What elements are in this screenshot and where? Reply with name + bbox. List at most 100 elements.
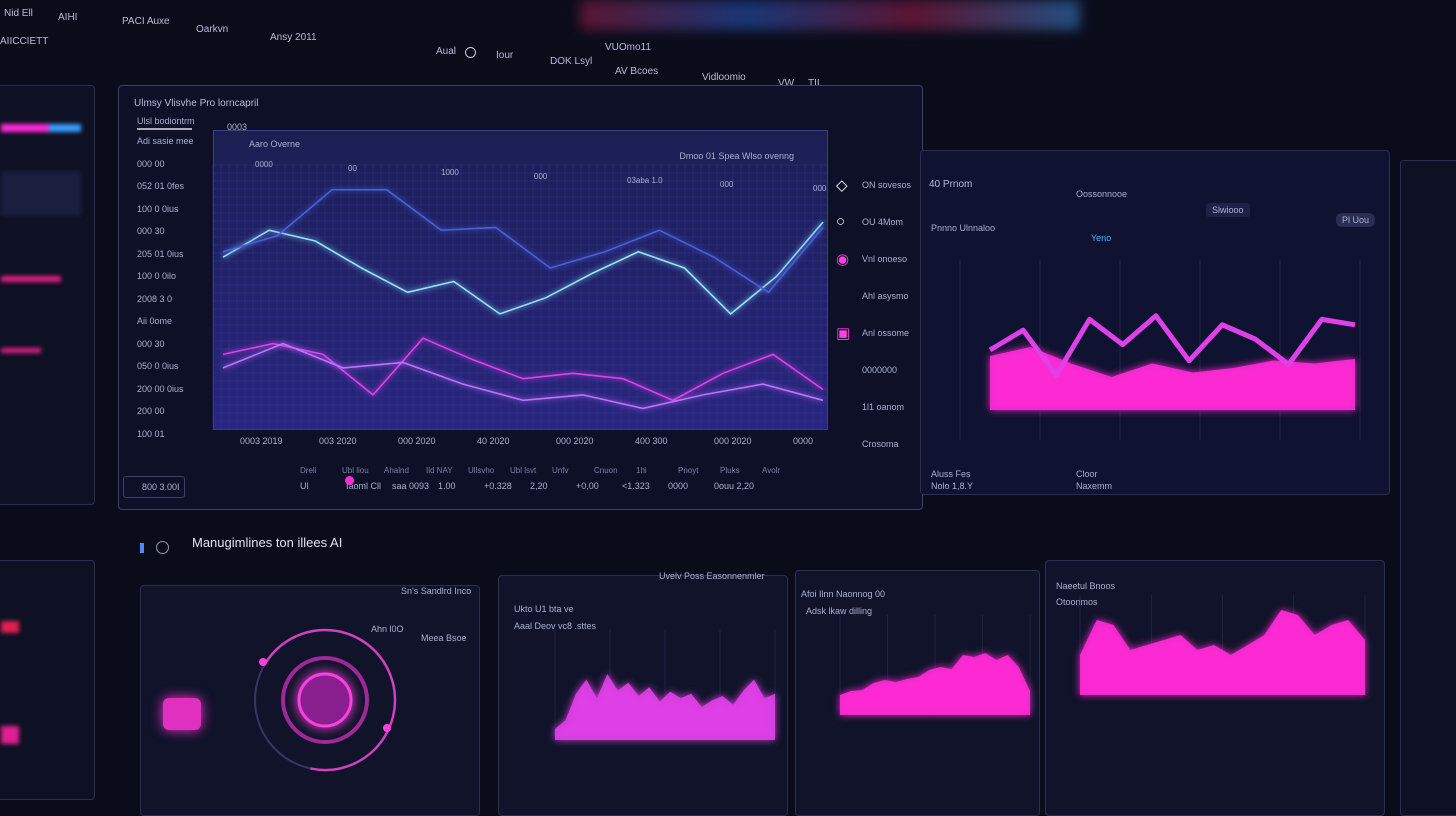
square-icon[interactable]: ▣ — [836, 325, 851, 342]
panel-subtitle: Adsk lkaw dilling — [806, 606, 873, 616]
top-item[interactable]: Ansy 2011 — [270, 32, 317, 43]
tab-label[interactable]: 0003 — [227, 122, 248, 132]
sidebar-header: Ulsl bodiontrm — [137, 116, 195, 126]
top-label: 000 — [534, 172, 548, 181]
panel-subtitle: Aaal Deov vc8 .sttes — [514, 621, 597, 631]
nav-item[interactable]: Vidloomio — [702, 72, 746, 83]
legend-item[interactable]: OU 4Mom — [862, 217, 904, 227]
metric-item[interactable]: 000 30 — [137, 226, 165, 236]
panel-title: Naeetul Bnoos — [1056, 581, 1116, 591]
tab[interactable]: Yeno — [1091, 233, 1112, 243]
panel-subtitle: Ukto U1 bta ve — [514, 604, 574, 614]
center-title: VUOmo11 — [605, 42, 651, 53]
footer-value-box[interactable]: 800 3.00I — [123, 476, 185, 498]
stat-value: Iaoml Cll — [346, 481, 382, 491]
top-item[interactable]: AIHI — [58, 12, 78, 23]
pin-icon[interactable]: ◉ — [836, 251, 850, 268]
nav-item[interactable]: Iour — [496, 50, 514, 61]
gauge-marker — [259, 658, 267, 666]
tab[interactable]: Pnnno Ulnnaloo — [931, 223, 996, 233]
series-line-0 — [222, 221, 824, 315]
footer-label: Aluss Fes — [931, 469, 971, 479]
legend-item[interactable]: Ahl asysmo — [862, 291, 909, 301]
stat-value: 0000 — [668, 481, 689, 491]
legend-item[interactable]: Crosoma — [862, 439, 899, 449]
nav-item[interactable]: TII — [808, 78, 820, 89]
footer-label: Nolo 1,8.Y — [931, 481, 974, 491]
stat-header: Dreli — [300, 466, 317, 475]
gauge-sub: Ahn l0O — [371, 624, 404, 634]
area-chart-2 — [839, 615, 1031, 715]
status-dot-icon — [345, 476, 354, 485]
stat-value: <1.323 — [622, 481, 650, 491]
x-tick-label: 0003 2019 — [240, 436, 283, 446]
top-label: 03aba 1.0 — [627, 176, 663, 185]
metric-item[interactable]: 200 00 — [137, 406, 165, 416]
top-item[interactable]: PACI Auxe — [122, 16, 170, 27]
top-item[interactable]: Nid Ell — [4, 8, 33, 19]
left-bar — [1, 348, 41, 353]
metric-item[interactable]: 205 01 0ius — [137, 248, 184, 259]
x-tick-label: 000 2020 — [556, 436, 594, 446]
area-series — [990, 347, 1355, 410]
panel-subtitle: Oossonnooe — [1076, 189, 1128, 199]
brand: AIICCIETT — [0, 36, 49, 47]
metric-item[interactable]: 100 0 0ilo — [137, 271, 177, 281]
legend-item[interactable]: 1l1 oanom — [862, 402, 905, 412]
metric-item[interactable]: 000 00 — [137, 158, 165, 169]
top-label: 000 — [813, 184, 827, 193]
area-series — [840, 653, 1030, 715]
action-button[interactable]: Pl Uou — [1336, 213, 1376, 227]
metric-item[interactable]: 000 30 — [137, 338, 165, 349]
legend-item[interactable]: Vnl onoeso — [862, 254, 908, 264]
legend-header: Dmoo 01 Spea Wlso ovenng — [679, 151, 794, 161]
stat-header: Unfv — [552, 466, 569, 475]
stat-header: Cnuon — [594, 466, 618, 475]
diamond-icon[interactable]: ◇ — [836, 177, 848, 194]
refresh-icon[interactable] — [156, 541, 169, 554]
legend-item[interactable]: ON sovesos — [862, 180, 912, 190]
legend-item[interactable]: Anl ossome — [862, 328, 910, 338]
info-icon — [140, 543, 144, 553]
panel-title: Ulmsy Vlisvhe Pro lorncapril — [134, 98, 259, 109]
stat-value: +0,00 — [576, 481, 599, 491]
status-badge[interactable]: Slwiooo — [1206, 203, 1250, 217]
circle-icon[interactable] — [465, 47, 476, 58]
line-series — [988, 313, 1356, 378]
area-chart-1 — [554, 630, 776, 740]
metric-item[interactable]: 200 00 0ius — [137, 383, 184, 394]
main-line-chart — [212, 164, 828, 430]
metric-item[interactable]: 100 01 — [137, 428, 165, 439]
series-line-3 — [222, 342, 824, 410]
nav-item[interactable]: VW — [778, 78, 795, 89]
section-title: Manugimlines ton illees AI — [192, 535, 343, 550]
radial-gauge — [253, 628, 397, 772]
area-series — [555, 674, 775, 740]
stat-header: Ahalnd — [384, 466, 409, 475]
right-edge-panel — [1400, 160, 1456, 816]
series-line-2 — [222, 337, 824, 402]
series-line-1 — [222, 188, 824, 294]
right-area-chart — [959, 260, 1361, 440]
area-series — [1080, 610, 1365, 695]
pink-button[interactable] — [163, 698, 201, 730]
metric-item[interactable]: 052 01 0fes — [137, 181, 185, 191]
nav-item[interactable]: Aual — [436, 46, 457, 57]
x-tick-label: 003 2020 — [319, 436, 357, 446]
metric-item[interactable]: 050 0 0ius — [137, 361, 179, 371]
stat-header: Pluks — [720, 466, 740, 475]
circle-icon[interactable]: ○ — [836, 213, 846, 230]
nav-item[interactable]: AV Bcoes — [615, 66, 659, 77]
right-chart-panel: 40 Prnom Oossonnooe Slwiooo Pl Uou Pnnno… — [920, 150, 1390, 495]
x-tick-label: 400 300 — [635, 436, 668, 446]
panel-title: Afoi Ilnn Naonnog 00 — [801, 589, 886, 599]
nav-item[interactable]: DOK Lsyl — [550, 56, 593, 67]
metric-item[interactable]: 2008 3 0 — [137, 293, 173, 304]
metric-item[interactable]: 100 0 0ius — [137, 203, 179, 214]
metric-item[interactable]: Aii 0ome — [137, 316, 173, 326]
stat-header: Ild NAY — [426, 466, 453, 475]
metric-item[interactable]: Adi sasie mee — [137, 136, 194, 146]
legend-item[interactable]: 0000000 — [862, 365, 898, 375]
area-chart-3 — [1079, 595, 1366, 695]
top-item[interactable]: Oarkvn — [196, 24, 229, 35]
